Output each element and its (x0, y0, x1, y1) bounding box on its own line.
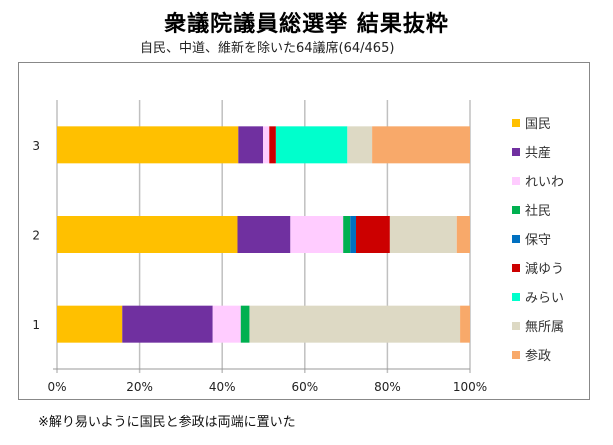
bar-segment-国民 (57, 305, 123, 343)
legend-label: 社民 (525, 203, 551, 219)
bar-segment-れいわ (212, 305, 241, 343)
chart-frame (18, 62, 590, 400)
bar-segment-共産 (122, 305, 213, 343)
bar-segment-共産 (237, 216, 291, 253)
bar-segment-参政 (460, 305, 470, 343)
legend-swatch (512, 264, 520, 272)
legend-swatch (512, 177, 520, 185)
x-tick-label: 80% (374, 380, 401, 394)
legend-swatch (512, 119, 520, 127)
chart-subtitle: 自民、中道、維新を除いた64議席(64/465) (140, 41, 395, 56)
bar-segment-れいわ (263, 126, 270, 164)
legend-label: れいわ (525, 175, 564, 190)
legend-label: 保守 (525, 233, 551, 248)
y-tick-label: 1 (32, 318, 40, 332)
legend-swatch (512, 322, 520, 330)
legend-label: 減ゆう (525, 261, 564, 277)
legend-label: 国民 (525, 117, 551, 132)
legend-swatch (512, 351, 520, 359)
bar-segment-無所属 (249, 305, 461, 343)
bar-segment-共産 (238, 126, 264, 164)
legend-swatch (512, 235, 520, 243)
bar-segment-無所属 (389, 216, 457, 253)
x-tick-label: 60% (291, 380, 318, 394)
y-tick-label: 3 (32, 139, 40, 153)
bar-segment-参政 (372, 126, 470, 164)
bar-segment-保守 (350, 216, 357, 253)
legend-label: 参政 (525, 348, 551, 364)
footnote: ※解り易いように国民と参政は両端に置いた (38, 415, 296, 430)
bar-segment-国民 (57, 126, 239, 164)
x-tick-label: 100% (453, 380, 487, 394)
legend-label: みらい (525, 291, 564, 306)
legend-label: 共産 (525, 145, 551, 161)
bar-segment-国民 (57, 216, 238, 253)
x-tick-label: 0% (47, 380, 66, 394)
bar-segment-社民 (240, 305, 250, 343)
bar-segment-れいわ (290, 216, 344, 253)
bar-segment-みらい (275, 126, 348, 164)
legend-swatch (512, 206, 520, 214)
bar-segment-参政 (456, 216, 470, 253)
chart-title: 衆議院議員総選挙 結果抜粋 (164, 12, 449, 37)
legend-swatch (512, 148, 520, 156)
legend-label: 無所属 (525, 320, 564, 335)
bar-segment-社民 (343, 216, 351, 253)
y-tick-label: 2 (32, 229, 40, 243)
bar-segment-減ゆう (269, 126, 276, 164)
legend-swatch (512, 293, 520, 301)
x-tick-label: 20% (126, 380, 153, 394)
x-tick-label: 40% (209, 380, 236, 394)
bar-segment-無所属 (347, 126, 373, 164)
bar-segment-減ゆう (356, 216, 390, 253)
